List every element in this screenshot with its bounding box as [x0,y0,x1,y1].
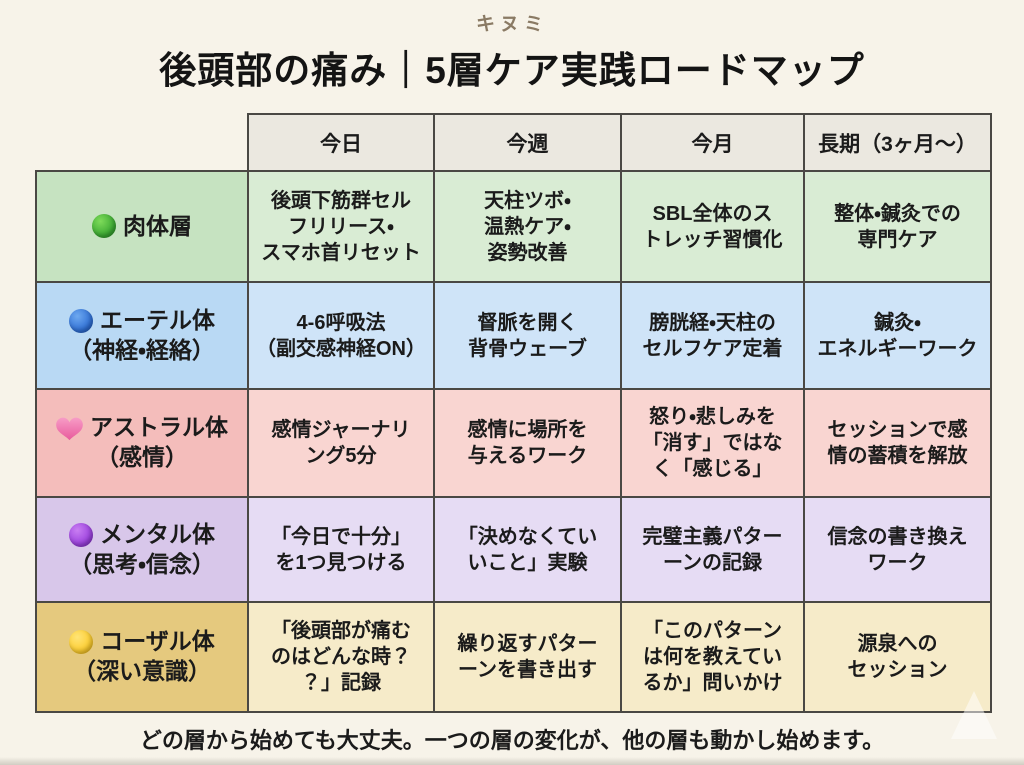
cell-mental-long: 信念の書き換え ワーク [803,496,992,603]
table-row-physical: 肉体層 後頭下筋群セル フリリース・ スマホ首リセット 天柱ツボ・ 温熱ケア・ … [35,170,992,283]
cell-mental-today: 「今日で十分」 を1つ見つける [247,496,435,603]
brand-label: キヌミ [475,14,548,35]
cell-causal-week: 繰り返すパター ーンを書き出す [433,601,622,713]
row-label-astral: アストラル体 （感情） [35,388,249,498]
row-label-text: コーザル体 [100,628,215,655]
table-row-mental: メンタル体 （思考・信念） 「今日で十分」 を1つ見つける 「決めなくてい いこ… [35,496,992,603]
column-header-today: 今日 [247,113,435,172]
column-header-this-week: 今週 [433,113,622,172]
row-label-text: 肉体層 [123,212,192,239]
row-sublabel-text: （深い意識） [73,658,211,684]
row-sublabel-text: （神経・経絡） [69,336,215,363]
column-header-long-term: 長期（3ヶ月〜） [803,113,992,172]
green-circle-icon [92,214,116,239]
row-label-text: メンタル体 [100,520,215,547]
page-title: 後頭部の痛み｜5層ケア実践ロードマップ [159,50,865,91]
cell-etheric-week: 督脈を開く 背骨ウェーブ [433,281,622,390]
row-sublabel-text: （感情） [96,444,188,470]
blue-circle-icon [69,308,93,333]
column-header-this-month: 今月 [620,113,805,172]
cell-etheric-today: 4-6呼吸法 （副交感神経ON） [247,281,435,390]
bottom-edge-shade [0,757,1024,765]
cell-mental-week: 「決めなくてい いこと」実験 [433,496,622,603]
row-sublabel-text: （思考・信念） [69,550,215,577]
cell-causal-long: 源泉への セッション [803,601,992,713]
row-label-physical: 肉体層 [35,170,249,283]
table-row-astral: アストラル体 （感情） 感情ジャーナリ ング5分 感情に場所を 与えるワーク 怒… [35,388,992,498]
cell-astral-today: 感情ジャーナリ ング5分 [247,388,435,498]
purple-circle-icon [69,522,93,547]
row-label-text: アストラル体 [90,414,228,441]
cell-etheric-long: 鍼灸・ エネルギーワーク [803,281,992,390]
table-row-causal: コーザル体 （深い意識） 「後頭部が痛む のはどんな時？ ？」記録 繰り返すパタ… [35,601,992,713]
row-label-etheric: エーテル体 （神経・経絡） [35,281,249,390]
header-row: 今日 今週 今月 長期（3ヶ月〜） [36,113,992,172]
cell-mental-month: 完璧主義パター ーンの記録 [620,496,805,603]
cell-physical-week: 天柱ツボ・ 温熱ケア・ 姿勢改善 [433,170,622,283]
cell-astral-long: セッションで感 情の蓄積を解放 [803,388,992,498]
corner-empty-cell [36,114,248,171]
cell-astral-month: 怒り・悲しみを 「消す」ではな く「感じる」 [620,388,805,498]
yellow-circle-icon [69,630,94,655]
pink-heart-icon [56,417,83,440]
cell-astral-week: 感情に場所を 与えるワーク [433,388,622,498]
footer-note: どの層から始めても大丈夫。一つの層の変化が、他の層も動かし始めます。 [139,728,885,753]
roadmap-table: 今日 今週 今月 長期（3ヶ月〜） 肉体層 後頭下筋群セル フリリース・ スマホ… [35,113,992,713]
cell-causal-month: 「このパターン は何を教えてい るか」問いかけ [620,601,805,713]
row-label-causal: コーザル体 （深い意識） [35,601,249,713]
row-label-mental: メンタル体 （思考・信念） [35,496,249,603]
cell-physical-long: 整体・鍼灸での 専門ケア [803,170,992,283]
table-row-etheric: エーテル体 （神経・経絡） 4-6呼吸法 （副交感神経ON） 督脈を開く 背骨ウ… [35,281,992,390]
row-label-text: エーテル体 [100,306,215,333]
cell-causal-today: 「後頭部が痛む のはどんな時？ ？」記録 [247,601,435,713]
cell-physical-month: SBL全体のス トレッチ習慣化 [620,170,805,283]
cell-etheric-month: 膀胱経・天柱の セルフケア定着 [620,281,805,390]
cell-physical-today: 後頭下筋群セル フリリース・ スマホ首リセット [247,170,435,283]
